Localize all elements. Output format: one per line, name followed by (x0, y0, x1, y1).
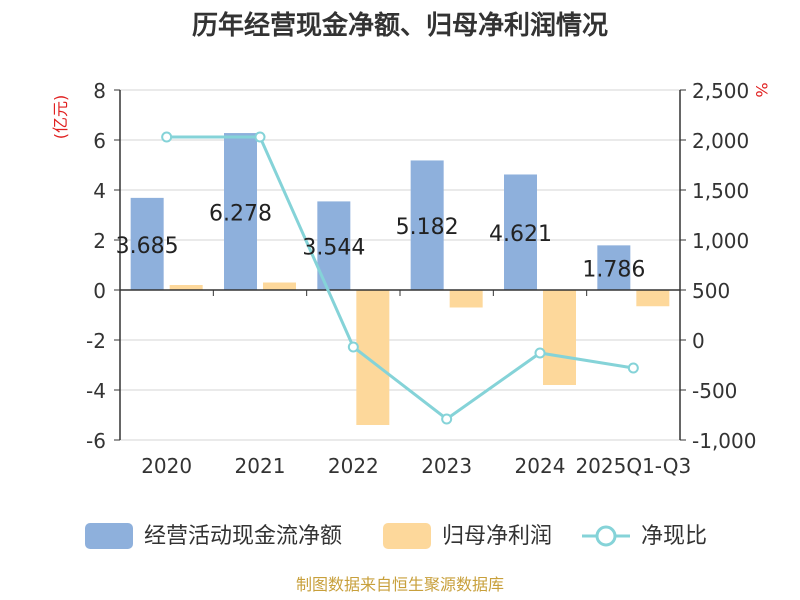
left-tick-label: 2 (93, 229, 106, 253)
cash-flow-data-label: 1.786 (582, 258, 645, 283)
left-tick-label: -6 (86, 429, 106, 453)
legend-marker-ratio[interactable] (595, 525, 617, 547)
left-tick-label: 8 (93, 79, 106, 103)
left-tick-label: 4 (93, 179, 106, 203)
ratio-point (627, 362, 639, 374)
left-tick-label: 6 (93, 129, 106, 153)
right-tick-label: 1,000 (692, 229, 749, 253)
x-tick-label: 2024 (515, 454, 566, 478)
ratio-point (347, 341, 359, 353)
bar-net-profit (356, 290, 390, 425)
bar-cash-flow (130, 197, 164, 290)
x-tick-label: 2025Q1-Q3 (575, 454, 691, 478)
legend-label-ratio[interactable]: 净现比 (641, 524, 707, 549)
bar-net-profit (263, 282, 296, 290)
ratio-line (166, 135, 634, 421)
ratio-point (254, 131, 266, 143)
left-axis-unit: (亿元) (51, 95, 70, 140)
legend-label-cash-flow[interactable]: 经营活动现金流净额 (144, 524, 342, 549)
right-tick-label: 1,500 (692, 179, 749, 203)
legend: 经营活动现金流净额 归母净利润 净现比 (85, 523, 707, 549)
bar-net-profit (169, 285, 203, 290)
right-tick-label: 0 (692, 329, 705, 353)
bar-cash-flow (504, 174, 537, 290)
cash-flow-data-label: 3.544 (302, 236, 365, 261)
x-tick-label: 2020 (141, 454, 192, 478)
source-note: 制图数据来自恒生聚源数据库 (296, 575, 504, 594)
right-tick-label: 2,000 (692, 129, 749, 153)
cash-flow-data-label: 3.685 (116, 234, 179, 259)
ratio-point (534, 347, 546, 359)
right-axis-unit: % (752, 82, 771, 97)
bar-cash-flow (224, 133, 257, 290)
bar-cash-flow (597, 245, 631, 290)
bar-net-profit (636, 290, 670, 307)
left-tick-label: 0 (93, 279, 106, 303)
ratio-point (441, 413, 453, 425)
x-tick-label: 2022 (328, 454, 379, 478)
x-tick-label: 2021 (235, 454, 286, 478)
ratio-point (161, 131, 173, 143)
cash-flow-data-label: 5.182 (396, 215, 459, 240)
bar-net-profit (449, 290, 483, 308)
legend-swatch-cash-flow[interactable] (85, 523, 133, 549)
left-tick-label: -2 (86, 329, 106, 353)
legend-label-net-profit[interactable]: 归母净利润 (442, 524, 552, 549)
right-tick-label: 500 (692, 279, 730, 303)
chart-title: 历年经营现金净额、归母净利润情况 (192, 10, 608, 41)
right-tick-label: -1,000 (692, 429, 756, 453)
left-tick-label: -4 (86, 379, 106, 403)
cash-flow-data-label: 6.278 (209, 202, 272, 227)
x-tick-label: 2023 (421, 454, 472, 478)
cash-flow-data-label: 4.621 (489, 222, 552, 247)
right-tick-label: -500 (692, 379, 737, 403)
legend-swatch-net-profit[interactable] (383, 523, 431, 549)
bar-cash-flow (410, 160, 444, 290)
bar-net-profit (543, 290, 576, 385)
right-tick-label: 2,500 (692, 79, 749, 103)
